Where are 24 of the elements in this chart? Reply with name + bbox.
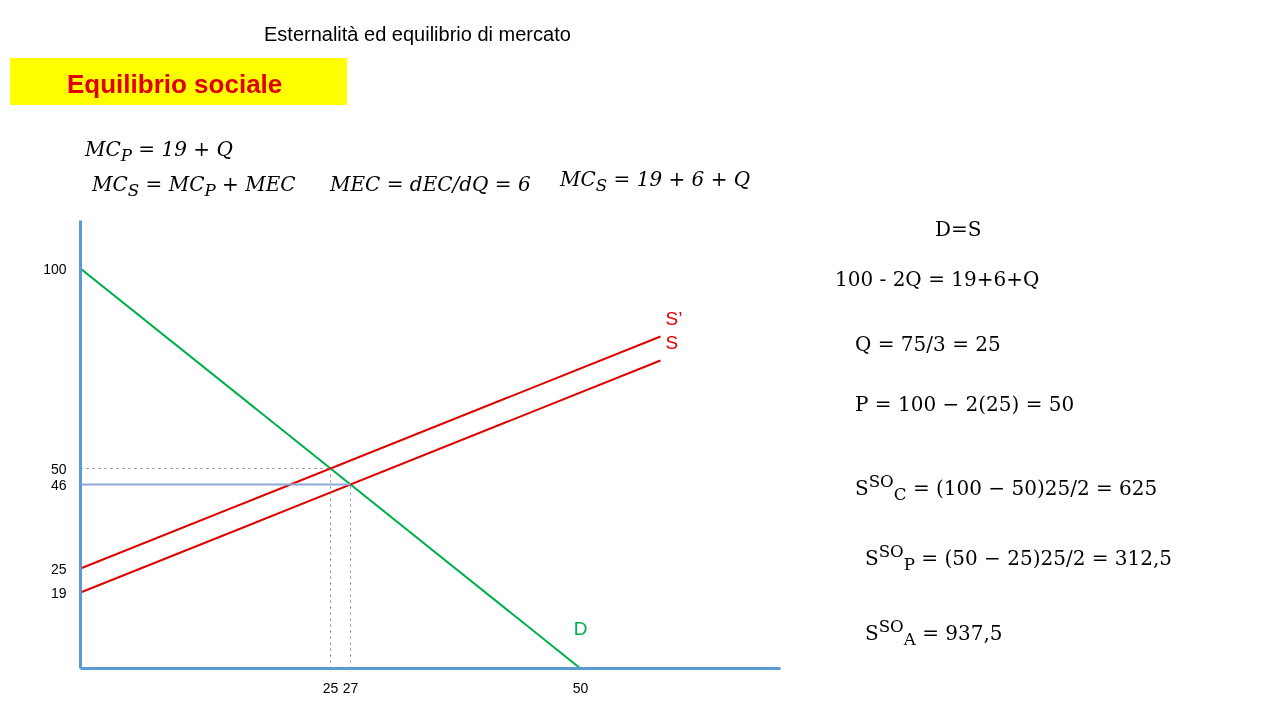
series-label: S’ [665,307,683,329]
text: D=S [935,216,982,243]
text: MC$_{S}$ = MC$_{P}$ + MEC [92,171,296,202]
chart-subtitle: Equilibrio sociale [67,68,283,101]
series-label: S [665,331,679,353]
text: MEC = dEC/dQ = 6 [330,171,531,198]
y-tick-label: 25 [50,560,67,577]
y-tick-label: 50 [50,460,67,477]
text: S$^{SO}$$_{C}$ = (100 − 50)25/2 = 625 [855,471,1158,506]
y-tick-label: 100 [43,260,67,277]
y-tick-label: 46 [50,476,67,493]
text: P = 100 − 2(25) = 50 [855,391,1075,418]
text: MC$_{P}$ = 19 + Q [85,136,233,167]
text: Q = 75/3 = 25 [855,331,1001,358]
x-tick-label: 25 [322,679,339,696]
x-tick-label: 27 [342,679,359,696]
text: S$^{SO}$$_{A}$ = 937,5 [865,616,1003,651]
series-label: D [573,617,588,639]
text: 100 - 2Q = 19+6+Q [835,266,1040,293]
y-tick-label: 19 [50,584,67,601]
text: S$^{SO}$$_{P}$ = (50 − 25)25/2 = 312,5 [865,541,1173,576]
text: MC$_{S}$ = 19 + 6 + Q [560,166,751,197]
chart-title: Esternalità ed equilibrio di mercato [264,22,571,47]
x-tick-label: 50 [572,679,589,696]
